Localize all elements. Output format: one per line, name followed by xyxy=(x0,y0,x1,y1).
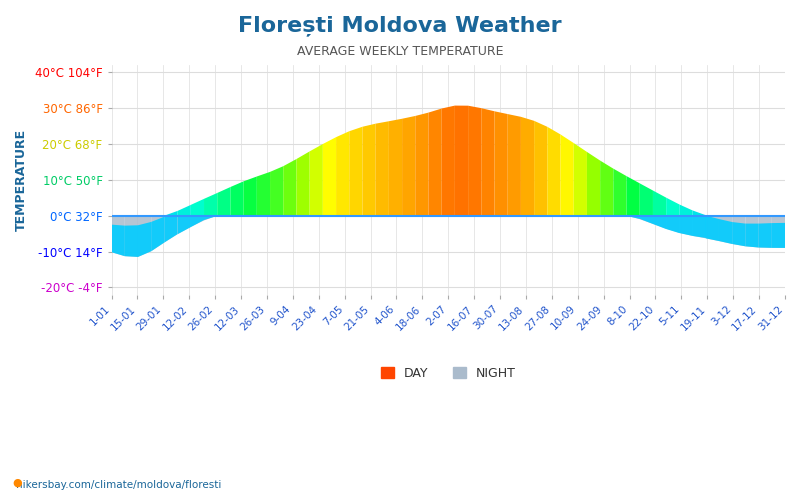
Polygon shape xyxy=(521,117,534,216)
Polygon shape xyxy=(706,216,719,241)
Polygon shape xyxy=(376,121,389,216)
Polygon shape xyxy=(310,144,323,216)
Text: AVERAGE WEEKLY TEMPERATURE: AVERAGE WEEKLY TEMPERATURE xyxy=(297,45,503,58)
Polygon shape xyxy=(442,106,455,216)
Polygon shape xyxy=(746,216,758,248)
Polygon shape xyxy=(693,210,706,216)
Legend: DAY, NIGHT: DAY, NIGHT xyxy=(376,362,521,384)
Polygon shape xyxy=(165,216,178,242)
Text: ●: ● xyxy=(12,478,22,488)
Polygon shape xyxy=(455,106,468,216)
Polygon shape xyxy=(297,152,310,216)
Polygon shape xyxy=(138,216,151,257)
Polygon shape xyxy=(482,108,494,216)
Polygon shape xyxy=(151,216,165,251)
Polygon shape xyxy=(244,176,257,216)
Polygon shape xyxy=(653,190,666,216)
Polygon shape xyxy=(389,118,402,216)
Polygon shape xyxy=(666,198,679,216)
Polygon shape xyxy=(270,166,283,216)
Polygon shape xyxy=(561,134,574,216)
Polygon shape xyxy=(125,216,138,257)
Polygon shape xyxy=(362,124,376,216)
Polygon shape xyxy=(468,106,482,216)
Polygon shape xyxy=(534,121,547,216)
Polygon shape xyxy=(178,205,191,216)
Polygon shape xyxy=(626,216,640,219)
Polygon shape xyxy=(693,216,706,238)
Polygon shape xyxy=(653,216,666,228)
Text: hikersbay.com/climate/moldova/floresti: hikersbay.com/climate/moldova/floresti xyxy=(16,480,222,490)
Polygon shape xyxy=(111,224,125,256)
Polygon shape xyxy=(693,216,706,238)
Polygon shape xyxy=(719,216,732,244)
Polygon shape xyxy=(679,216,693,236)
Polygon shape xyxy=(323,137,336,216)
Polygon shape xyxy=(772,216,785,248)
Polygon shape xyxy=(626,176,640,216)
Polygon shape xyxy=(758,223,772,248)
Polygon shape xyxy=(191,199,204,216)
Polygon shape xyxy=(640,216,653,224)
Polygon shape xyxy=(165,211,178,216)
Polygon shape xyxy=(640,216,653,224)
Polygon shape xyxy=(204,193,218,216)
Polygon shape xyxy=(178,216,191,234)
Polygon shape xyxy=(151,216,165,251)
Polygon shape xyxy=(111,216,125,256)
Polygon shape xyxy=(732,222,746,246)
Polygon shape xyxy=(666,216,679,233)
Polygon shape xyxy=(746,224,758,248)
Polygon shape xyxy=(547,127,561,216)
Polygon shape xyxy=(350,126,362,216)
Polygon shape xyxy=(494,112,508,216)
Polygon shape xyxy=(508,114,521,216)
Polygon shape xyxy=(574,143,587,216)
Polygon shape xyxy=(640,184,653,216)
Polygon shape xyxy=(653,216,666,228)
Polygon shape xyxy=(679,216,693,236)
Polygon shape xyxy=(666,216,679,233)
Polygon shape xyxy=(230,182,244,216)
Polygon shape xyxy=(429,108,442,216)
Polygon shape xyxy=(165,216,178,242)
Text: Florești Moldova Weather: Florești Moldova Weather xyxy=(238,15,562,36)
Polygon shape xyxy=(125,226,138,257)
Polygon shape xyxy=(336,131,350,216)
Polygon shape xyxy=(415,112,429,216)
Polygon shape xyxy=(732,216,746,246)
Polygon shape xyxy=(191,216,204,227)
Polygon shape xyxy=(178,216,191,234)
Polygon shape xyxy=(600,160,614,216)
Polygon shape xyxy=(679,204,693,216)
Polygon shape xyxy=(283,159,297,216)
Polygon shape xyxy=(191,216,204,227)
Polygon shape xyxy=(772,223,785,248)
Polygon shape xyxy=(614,168,626,216)
Polygon shape xyxy=(204,216,218,220)
Polygon shape xyxy=(402,116,415,216)
Polygon shape xyxy=(706,216,719,241)
Polygon shape xyxy=(758,216,772,248)
Polygon shape xyxy=(719,219,732,244)
Polygon shape xyxy=(218,187,230,216)
Polygon shape xyxy=(204,216,218,220)
Polygon shape xyxy=(257,172,270,216)
Polygon shape xyxy=(587,152,600,216)
Polygon shape xyxy=(626,216,640,219)
Y-axis label: TEMPERATURE: TEMPERATURE xyxy=(15,128,28,231)
Polygon shape xyxy=(138,222,151,257)
